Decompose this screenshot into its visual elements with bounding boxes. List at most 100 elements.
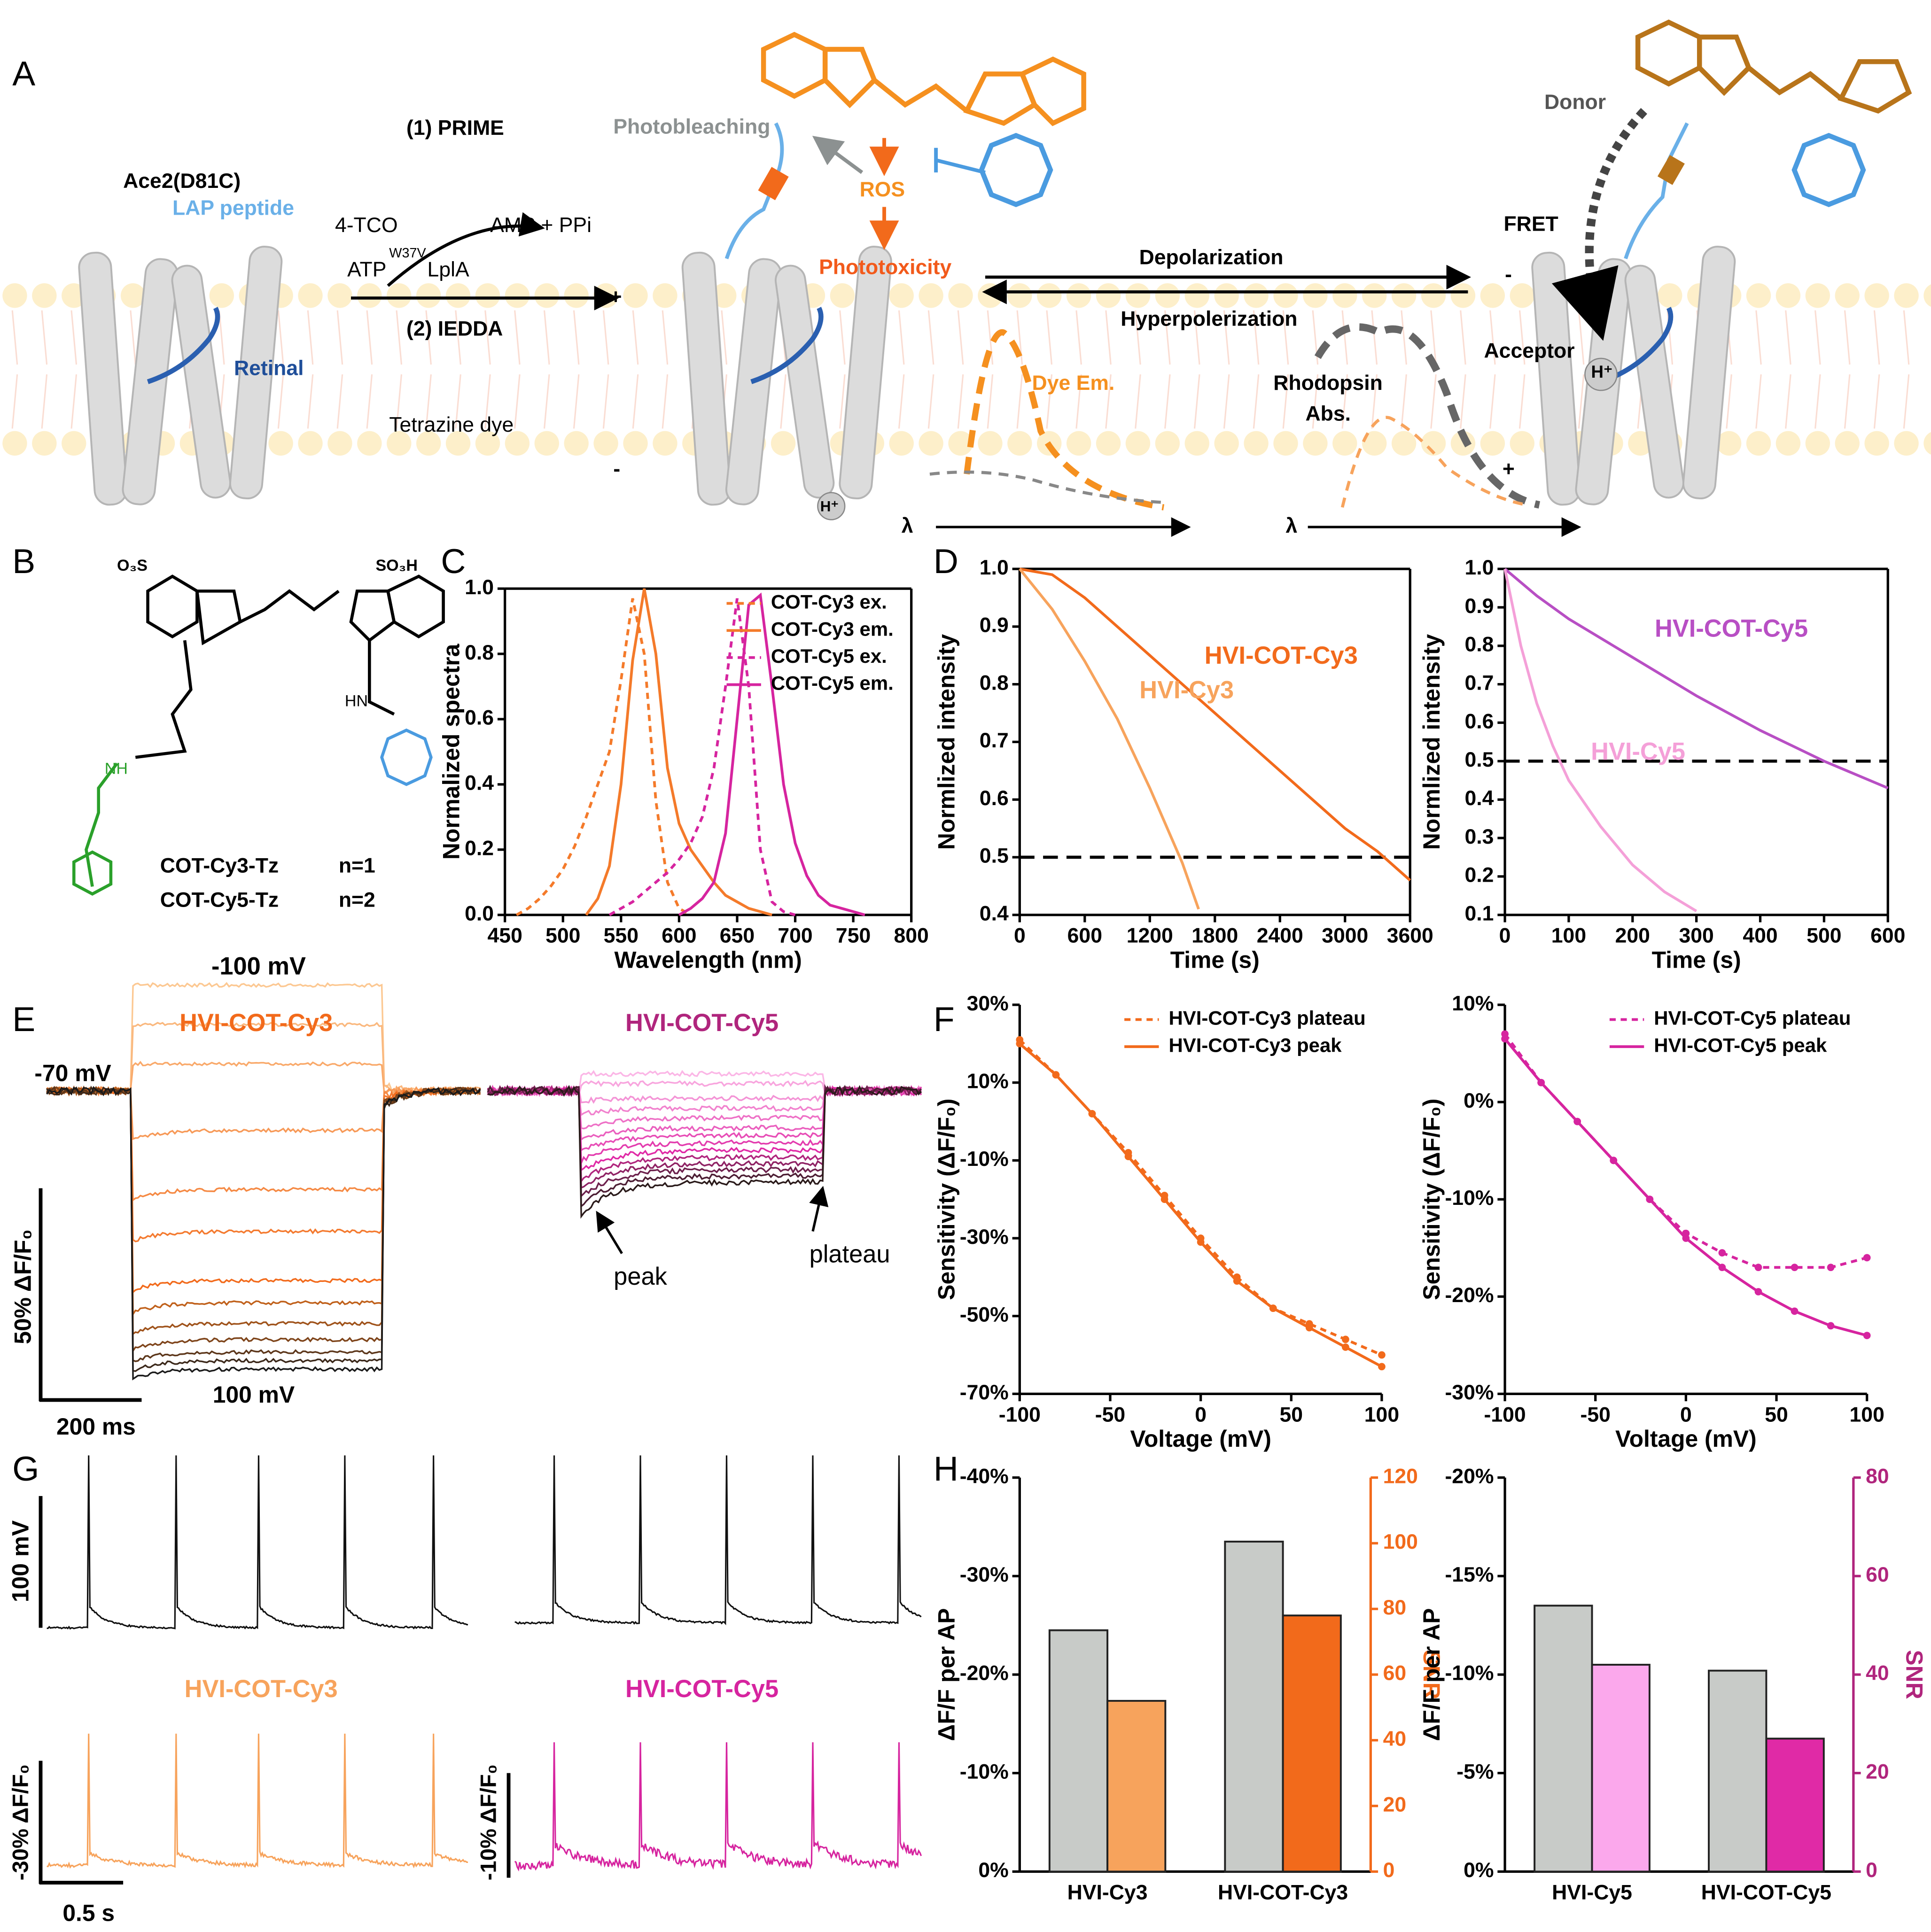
lipid-head — [1244, 283, 1269, 308]
lipid-head — [948, 283, 973, 308]
label: -100 mV — [211, 953, 306, 980]
lipid-tail — [277, 310, 284, 365]
lipid-head — [653, 431, 677, 456]
lipid-head — [2, 431, 27, 456]
lipid-head — [387, 283, 412, 308]
label: HVI-COT-Cy5 — [625, 1009, 779, 1037]
dye-molecule — [761, 31, 1086, 126]
x-axis-title: Time (s) — [1170, 947, 1260, 973]
legend-label: HVI-COT-Cy3 plateau — [1168, 1007, 1365, 1029]
y-tick-label: -20% — [960, 1662, 1009, 1685]
lipid-tail — [1105, 374, 1112, 429]
y-tick-label: 0.8 — [1465, 633, 1494, 656]
lipid-head — [327, 431, 352, 456]
chemical-structure — [135, 574, 445, 759]
lipid-head — [1894, 283, 1919, 308]
lipid-head — [209, 283, 234, 308]
panel-label: D — [934, 542, 958, 581]
label: LplA — [428, 258, 469, 281]
lipid-tail — [602, 374, 609, 429]
dye-em-sketch — [1340, 416, 1527, 508]
series-line — [1503, 568, 1697, 913]
label: - — [1505, 263, 1512, 286]
proton — [1584, 357, 1618, 391]
abs-sketch — [929, 470, 1164, 504]
lipid-head — [416, 283, 441, 308]
label: NH — [105, 760, 128, 777]
x-tick-label: 0 — [1195, 1403, 1207, 1426]
lipid-head — [1510, 431, 1534, 456]
lipid-head — [919, 283, 943, 308]
x-tick-label: 1800 — [1191, 924, 1238, 947]
lipid-head — [268, 431, 293, 456]
x-axis-title: Voltage (mV) — [1130, 1426, 1271, 1452]
chart: -30% -20% -10% 0% 10% -100 -50 0 50 100 Voltage (m… — [1418, 992, 1884, 1452]
lipid-tail — [336, 310, 343, 365]
lipid-tail — [70, 374, 78, 429]
point — [1016, 1040, 1024, 1047]
lipid-head — [593, 431, 618, 456]
panel-label: F — [934, 1000, 955, 1039]
bar — [1224, 1540, 1284, 1873]
y-tick-label: 1.0 — [1465, 556, 1494, 579]
label: Depolarization — [1139, 246, 1284, 269]
traces — [46, 982, 922, 1872]
point — [1827, 1264, 1835, 1272]
point — [1791, 1264, 1799, 1272]
point — [1537, 1079, 1545, 1086]
x-axis-title: Time (s) — [1652, 947, 1741, 973]
x-tick-label: 0 — [1680, 1403, 1692, 1426]
lipid-tail — [455, 310, 461, 365]
point — [1754, 1288, 1762, 1296]
y-tick-label: 0.8 — [980, 671, 1009, 694]
trace — [47, 982, 481, 1095]
proton — [817, 492, 846, 520]
label: Retinal — [234, 357, 304, 380]
x-tick-label: 650 — [720, 924, 755, 947]
legend-label: HVI-COT-Cy5 peak — [1654, 1034, 1827, 1056]
lipid-head — [2, 283, 27, 308]
x-tick-label: 50 — [1280, 1403, 1303, 1426]
lipid-tail — [484, 374, 491, 429]
y-axis-title: Normalized spectra — [438, 643, 465, 860]
lipid-tail — [366, 374, 373, 429]
x-tick-label: 500 — [545, 924, 580, 947]
label: 100 mV — [7, 1521, 33, 1602]
lipid-tail — [957, 374, 964, 429]
y-tick-label: 0% — [1464, 1859, 1494, 1882]
lipid-tail — [1401, 310, 1407, 365]
lipid-tail — [1016, 374, 1023, 429]
label: HVI-COT-Cy3 — [185, 1676, 338, 1703]
lipid-tail — [1135, 310, 1141, 365]
label: 200 ms — [56, 1413, 136, 1440]
x-tick-label: 1200 — [1127, 924, 1173, 947]
lipid-head — [1273, 431, 1298, 456]
lipid-head — [32, 431, 57, 456]
lipid-head — [623, 431, 648, 456]
series-line — [1503, 1038, 1868, 1337]
linker — [1624, 122, 1689, 259]
series-line — [585, 588, 772, 916]
trace — [46, 1085, 481, 1336]
lipid-tail — [1105, 310, 1112, 365]
label: HVI-COT-Cy3 — [179, 1009, 333, 1037]
lipid-tail — [573, 310, 580, 365]
lipid-tail — [1814, 374, 1821, 429]
lipid-head — [948, 431, 973, 456]
plateau-arrow — [809, 1186, 829, 1232]
y-tick-label: -30% — [960, 1226, 1009, 1249]
lipid-tail — [1282, 374, 1289, 429]
lipid-head — [505, 283, 530, 308]
lipid-tail — [1903, 310, 1910, 365]
y2-tick-label: 80 — [1383, 1596, 1407, 1619]
y-tick-label: 0.4 — [980, 902, 1009, 925]
lipid-tail — [425, 310, 432, 365]
x-tick-label: 600 — [1067, 924, 1102, 947]
y2-tick-label: 0 — [1383, 1859, 1395, 1882]
panel-label: B — [12, 542, 35, 581]
point — [1052, 1071, 1060, 1079]
label: -10% ΔF/F₀ — [476, 1764, 501, 1880]
point — [1827, 1322, 1835, 1330]
lipid-head — [475, 283, 500, 308]
legend-label: HVI-COT-Cy3 peak — [1168, 1034, 1342, 1056]
